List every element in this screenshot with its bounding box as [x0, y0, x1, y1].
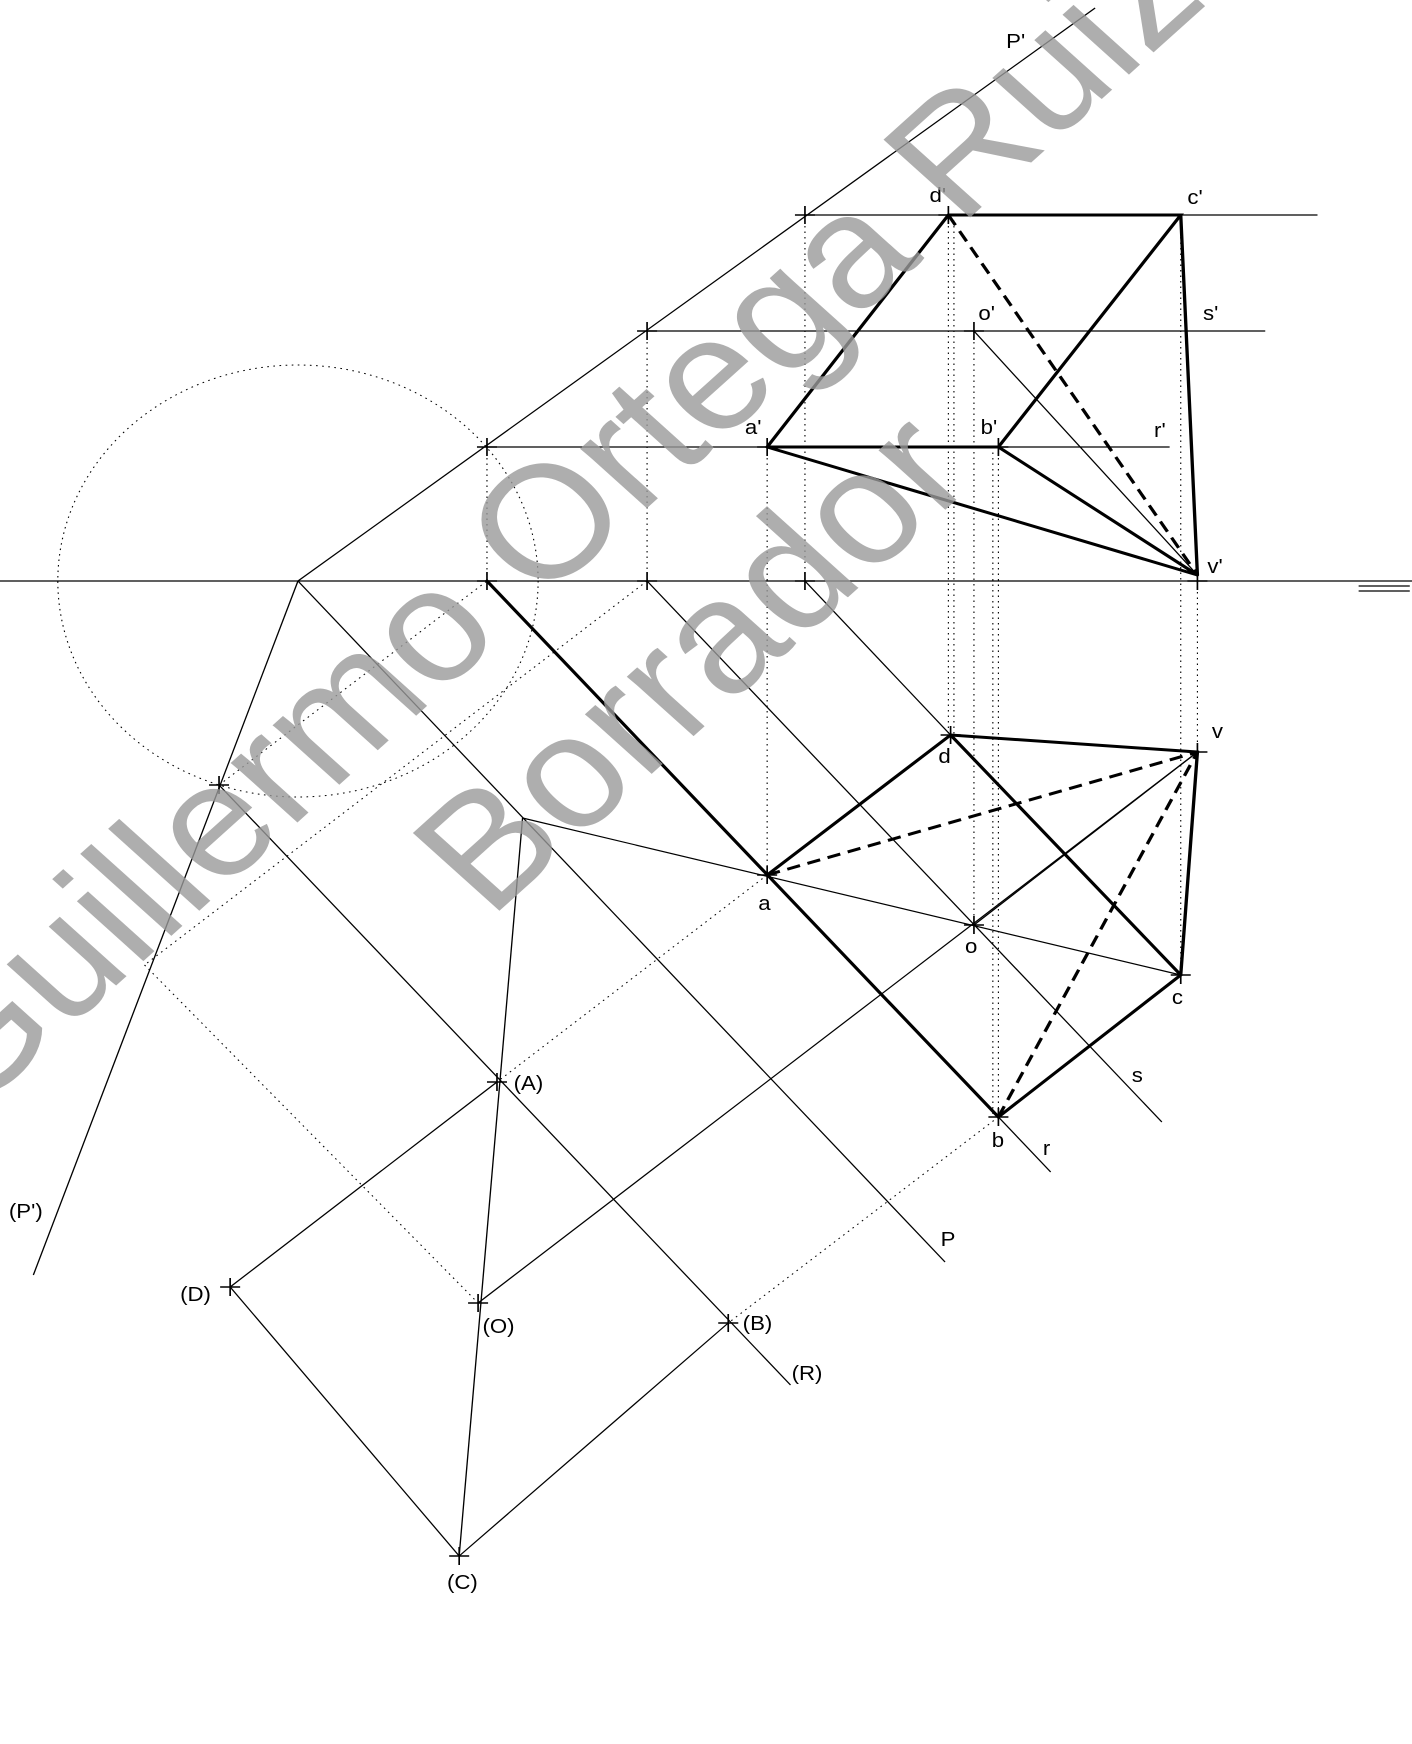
label: (A)	[514, 1073, 544, 1095]
label: c'	[1187, 187, 1202, 209]
watermark: Guillermo Ortega Ruiz	[0, 0, 1238, 1144]
label: a	[758, 893, 771, 915]
label: o'	[978, 303, 995, 325]
label: v'	[1207, 556, 1222, 578]
label: d	[938, 746, 950, 768]
label: (R)	[792, 1363, 823, 1385]
drawing: P' d' c' o' s' a' b' r' v' v d a o c s b…	[0, 0, 1412, 1744]
label: s	[1132, 1065, 1143, 1087]
label: r'	[1154, 420, 1166, 442]
label: (C)	[447, 1572, 478, 1594]
label: s'	[1203, 303, 1218, 325]
label: (B)	[743, 1313, 773, 1335]
label: b	[992, 1130, 1004, 1152]
label: v	[1212, 721, 1224, 743]
label: (P')	[9, 1201, 43, 1223]
label: (O)	[483, 1316, 515, 1338]
label: b'	[981, 417, 998, 439]
label: r	[1043, 1138, 1050, 1160]
label: (D)	[180, 1284, 211, 1306]
label: P	[941, 1229, 956, 1251]
label: c	[1172, 987, 1183, 1009]
label: o	[965, 936, 977, 958]
